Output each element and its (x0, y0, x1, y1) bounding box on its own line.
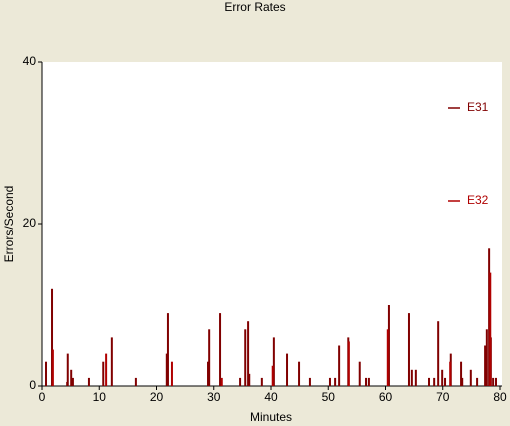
bar (484, 345, 487, 386)
bar (410, 369, 413, 386)
x-tick-label: 50 (322, 390, 336, 404)
bar (239, 377, 242, 386)
bar (220, 377, 223, 386)
bar (461, 377, 464, 386)
bar (219, 313, 222, 386)
bar (308, 377, 311, 386)
bar (328, 377, 331, 386)
bar (365, 377, 368, 386)
chart-title: Error Rates (224, 0, 285, 14)
bar (272, 337, 275, 386)
bar (489, 272, 492, 386)
bar (134, 377, 137, 386)
bar (286, 353, 289, 386)
bar (387, 305, 390, 386)
bar (87, 377, 90, 386)
y-axis-label: Errors/Second (2, 186, 16, 263)
bar (428, 377, 431, 386)
x-tick-label: 80 (493, 390, 507, 404)
x-tick-label: 0 (39, 390, 46, 404)
bar (66, 353, 69, 386)
bar (407, 313, 410, 386)
bar (102, 361, 105, 386)
plot-area (42, 62, 502, 386)
bar (494, 377, 497, 386)
bar (70, 369, 73, 386)
bar (71, 377, 74, 386)
legend-label: E32 (467, 193, 489, 207)
bar (105, 353, 108, 386)
bar (476, 377, 479, 386)
bar (208, 329, 211, 386)
bar (334, 377, 337, 386)
x-tick-label: 20 (150, 390, 164, 404)
x-tick-label: 60 (379, 390, 393, 404)
x-tick-label: 70 (436, 390, 450, 404)
bar (444, 377, 447, 386)
x-tick-label: 10 (93, 390, 107, 404)
bar (437, 321, 440, 386)
bar (338, 345, 341, 386)
bar (260, 377, 263, 386)
bar (110, 337, 113, 386)
bar (271, 365, 274, 386)
bar (51, 288, 54, 386)
bar (414, 369, 417, 386)
bar (441, 369, 444, 386)
x-axis-label: Minutes (250, 410, 292, 424)
bar (433, 377, 436, 386)
bar (460, 361, 463, 386)
y-tick-label: 40 (23, 54, 37, 68)
y-tick-label: 20 (23, 216, 37, 230)
bar (247, 321, 250, 386)
bar (166, 313, 169, 386)
bar (367, 377, 370, 386)
y-tick-label: 0 (29, 378, 36, 392)
x-tick-label: 40 (264, 390, 278, 404)
bar (488, 248, 491, 386)
bar (347, 341, 350, 386)
bar (358, 361, 361, 386)
bar (386, 329, 389, 386)
bar (170, 361, 173, 386)
bar (244, 329, 247, 386)
bar (449, 361, 452, 386)
bar (45, 361, 48, 386)
bar (298, 361, 301, 386)
bar (248, 373, 251, 386)
x-tick-label: 30 (207, 390, 221, 404)
legend-label: E31 (467, 100, 489, 114)
bar (51, 349, 54, 386)
bar (469, 369, 472, 386)
bar (492, 377, 495, 386)
bar (207, 361, 210, 386)
bar (485, 329, 488, 386)
bar (165, 353, 168, 386)
